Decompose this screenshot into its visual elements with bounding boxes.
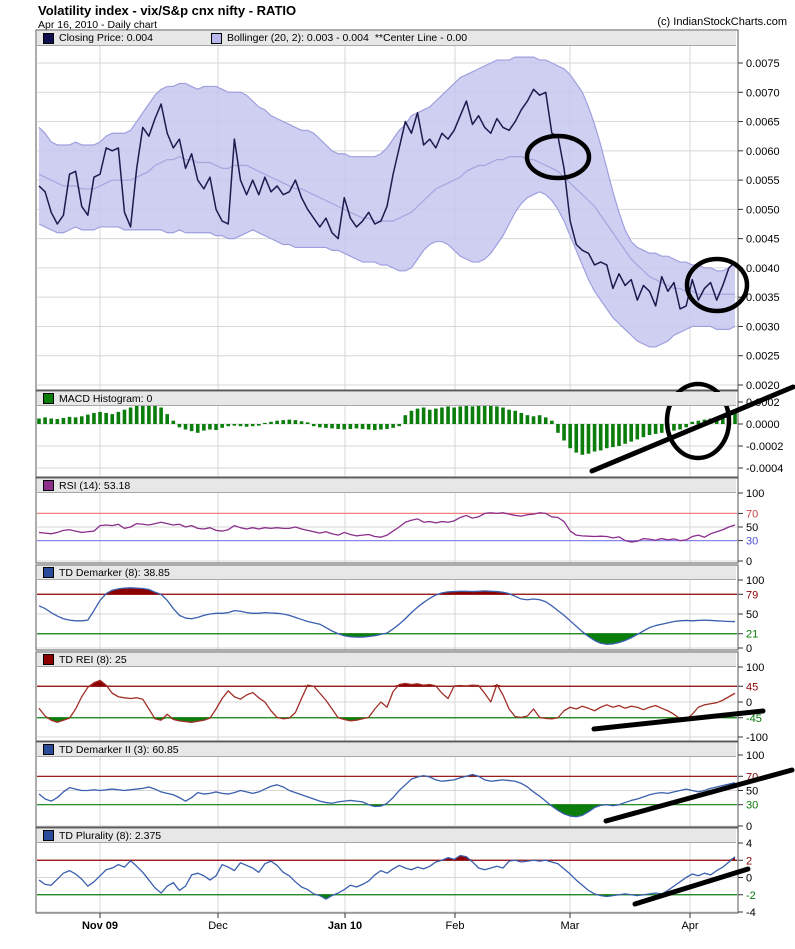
svg-text:0.0060: 0.0060 bbox=[746, 146, 780, 158]
svg-text:-100: -100 bbox=[746, 732, 768, 744]
td-demarker-swatch-icon bbox=[43, 567, 54, 578]
legend-td-plurality-label: TD Plurality (8): 2.375 bbox=[59, 829, 162, 842]
td-demarker2-panel-header: TD Demarker II (3): 60.85 bbox=[37, 743, 736, 757]
svg-text:0: 0 bbox=[746, 821, 752, 833]
legend-macd: MACD Histogram: 0 bbox=[43, 393, 152, 405]
legend-closing-price: Closing Price: 0.004 bbox=[43, 32, 153, 44]
page-title: Volatility index - vix/S&p cnx nifty - R… bbox=[38, 3, 297, 18]
price-panel-header: Closing Price: 0.004 Bollinger (20, 2): … bbox=[37, 31, 736, 46]
svg-text:100: 100 bbox=[746, 575, 764, 587]
legend-center-line: **Center Line - 0.00 bbox=[374, 32, 468, 44]
rsi-panel-header: RSI (14): 53.18 bbox=[37, 479, 736, 493]
svg-text:0.0070: 0.0070 bbox=[746, 87, 780, 99]
td-demarker-panel-header: TD Demarker (8): 38.85 bbox=[37, 566, 736, 580]
td-demarker2-swatch-icon bbox=[43, 744, 54, 755]
legend-td-demarker: TD Demarker (8): 38.85 bbox=[43, 567, 170, 579]
legend-rsi: RSI (14): 53.18 bbox=[43, 480, 130, 492]
svg-text:0.0040: 0.0040 bbox=[746, 263, 780, 275]
svg-text:30: 30 bbox=[746, 800, 758, 812]
svg-text:-2: -2 bbox=[746, 890, 756, 902]
svg-text:0.0030: 0.0030 bbox=[746, 321, 780, 333]
svg-text:30: 30 bbox=[746, 536, 758, 548]
svg-text:0: 0 bbox=[746, 556, 752, 568]
svg-text:-4: -4 bbox=[746, 907, 756, 919]
svg-text:45: 45 bbox=[746, 681, 758, 693]
svg-text:0.0035: 0.0035 bbox=[746, 292, 780, 304]
td-plurality-panel-header: TD Plurality (8): 2.375 bbox=[37, 829, 736, 843]
legend-td-rei-label: TD REI (8): 25 bbox=[59, 653, 127, 666]
svg-text:Dec: Dec bbox=[208, 920, 228, 932]
legend-td-demarker2-label: TD Demarker II (3): 60.85 bbox=[59, 743, 179, 756]
svg-text:79: 79 bbox=[746, 589, 758, 601]
svg-text:-0.0002: -0.0002 bbox=[746, 441, 783, 453]
svg-text:-0.0004: -0.0004 bbox=[746, 463, 783, 475]
svg-text:Nov 09: Nov 09 bbox=[82, 920, 118, 932]
svg-text:0: 0 bbox=[746, 697, 752, 709]
svg-text:0.0045: 0.0045 bbox=[746, 234, 780, 246]
svg-text:0: 0 bbox=[746, 873, 752, 885]
svg-text:Jan 10: Jan 10 bbox=[328, 920, 362, 932]
svg-text:0.0075: 0.0075 bbox=[746, 58, 780, 70]
svg-text:2: 2 bbox=[746, 855, 752, 867]
svg-text:70: 70 bbox=[746, 508, 758, 520]
svg-text:0: 0 bbox=[746, 643, 752, 655]
svg-text:0.0050: 0.0050 bbox=[746, 204, 780, 216]
chart-subtitle: Apr 16, 2010 - Daily chart bbox=[38, 19, 158, 31]
svg-text:4: 4 bbox=[746, 838, 752, 850]
legend-td-demarker-label: TD Demarker (8): 38.85 bbox=[59, 566, 170, 579]
svg-text:0.0025: 0.0025 bbox=[746, 351, 780, 363]
svg-text:21: 21 bbox=[746, 629, 758, 641]
svg-text:0.0020: 0.0020 bbox=[746, 380, 780, 392]
svg-text:100: 100 bbox=[746, 662, 764, 674]
legend-macd-label: MACD Histogram: 0 bbox=[59, 392, 153, 405]
svg-text:50: 50 bbox=[746, 522, 758, 534]
svg-text:Feb: Feb bbox=[446, 920, 465, 932]
macd-swatch-icon bbox=[43, 393, 54, 404]
closing-price-swatch-icon bbox=[43, 32, 54, 44]
svg-text:Apr: Apr bbox=[681, 920, 698, 932]
legend-closing-price-label: Closing Price: 0.004 bbox=[59, 32, 153, 44]
svg-text:0.0065: 0.0065 bbox=[746, 117, 780, 129]
td-plurality-swatch-icon bbox=[43, 830, 54, 841]
svg-text:50: 50 bbox=[746, 786, 758, 798]
svg-text:50: 50 bbox=[746, 609, 758, 621]
legend-bollinger-label: Bollinger (20, 2): 0.003 - 0.004 bbox=[226, 32, 369, 44]
svg-text:0.0002: 0.0002 bbox=[746, 397, 780, 409]
macd-panel-header: MACD Histogram: 0 bbox=[37, 392, 736, 406]
svg-text:0.0055: 0.0055 bbox=[746, 175, 780, 187]
svg-text:100: 100 bbox=[746, 488, 764, 500]
legend-rsi-label: RSI (14): 53.18 bbox=[59, 479, 131, 492]
bollinger-swatch-icon bbox=[210, 32, 222, 44]
svg-text:Mar: Mar bbox=[561, 920, 580, 932]
td-rei-swatch-icon bbox=[43, 654, 54, 665]
legend-td-rei: TD REI (8): 25 bbox=[43, 654, 127, 666]
svg-text:100: 100 bbox=[746, 750, 764, 762]
copyright-text: (c) IndianStockCharts.com bbox=[657, 16, 787, 28]
legend-td-demarker2: TD Demarker II (3): 60.85 bbox=[43, 744, 179, 756]
legend-bollinger: Bollinger (20, 2): 0.003 - 0.004 bbox=[210, 32, 369, 44]
rsi-swatch-icon bbox=[43, 480, 54, 491]
svg-text:0.0000: 0.0000 bbox=[746, 419, 780, 431]
legend-td-plurality: TD Plurality (8): 2.375 bbox=[43, 830, 161, 842]
svg-text:-45: -45 bbox=[746, 713, 762, 725]
td-rei-panel-header: TD REI (8): 25 bbox=[37, 653, 736, 667]
